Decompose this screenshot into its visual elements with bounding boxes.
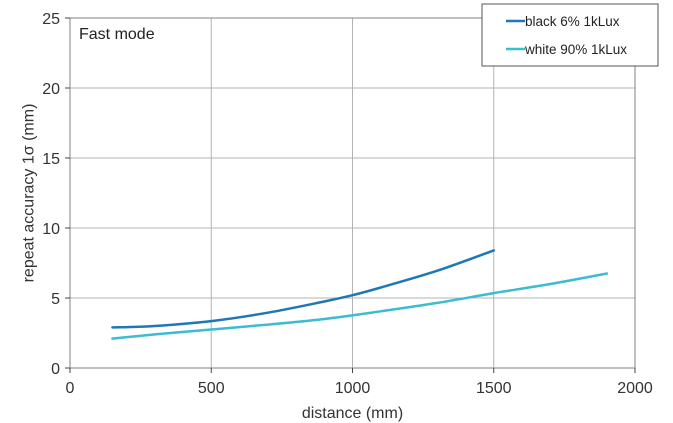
legend-label: black 6% 1kLux (525, 14, 620, 29)
x-tick-label: 0 (66, 380, 75, 397)
y-tick-label: 10 (42, 221, 60, 238)
chart-annotation: Fast mode (79, 26, 155, 43)
tick-labels: 0 500 1000 1500 2000 0 5 10 15 20 25 (42, 11, 653, 397)
x-tick-label: 1500 (476, 380, 512, 397)
legend: black 6% 1kLux white 90% 1kLux (481, 3, 659, 67)
series-line-white-90-1klux (111, 272, 609, 340)
x-tick-label: 500 (198, 380, 225, 397)
series-group (111, 249, 609, 340)
y-tick-label: 0 (51, 361, 60, 378)
legend-label: white 90% 1kLux (524, 42, 627, 57)
x-axis-label: distance (mm) (302, 405, 403, 422)
series-line-black-6-1klux (111, 249, 496, 329)
x-tick-label: 1000 (335, 380, 371, 397)
y-tick-label: 20 (42, 81, 60, 98)
y-tick-label: 5 (51, 291, 60, 308)
x-tick-label: 2000 (617, 380, 653, 397)
y-tick-label: 25 (42, 11, 60, 28)
y-axis-label: repeat accuracy 1σ (mm) (21, 104, 38, 283)
legend-box (481, 3, 659, 67)
y-tick-label: 15 (42, 151, 60, 168)
